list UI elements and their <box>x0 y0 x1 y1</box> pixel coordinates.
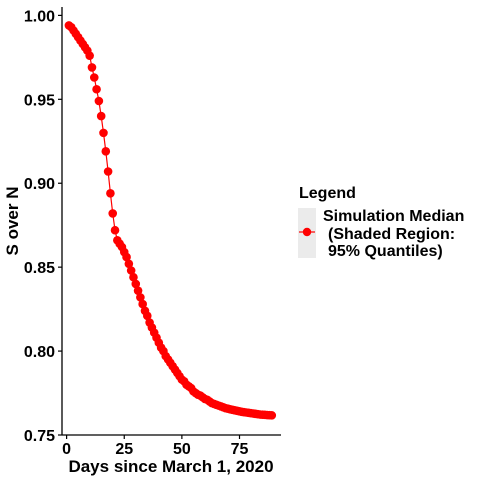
x-axis-title: Days since March 1, 2020 <box>68 457 273 476</box>
data-point <box>94 96 104 106</box>
data-point <box>110 225 120 235</box>
data-point <box>106 189 115 198</box>
y-axis-title: S over N <box>3 187 22 256</box>
x-tick-label: 50 <box>173 441 191 458</box>
y-ticks: 0.75 0.80 0.85 0.90 0.95 1.00 <box>24 8 62 445</box>
legend-entry-label-line1: Simulation Median <box>323 208 464 225</box>
data-point <box>129 272 138 282</box>
data-point <box>122 252 131 262</box>
data-point <box>124 259 134 269</box>
x-tick-label: 25 <box>115 441 133 458</box>
data-point <box>267 411 277 420</box>
data-point <box>126 266 136 275</box>
legend-entry-label-line3: 95% Quantiles) <box>328 243 443 260</box>
data-point <box>131 279 141 289</box>
y-tick-label: 0.95 <box>24 92 55 109</box>
y-tick-label: 1.00 <box>24 8 55 25</box>
data-point <box>136 293 145 302</box>
data-point <box>87 63 97 72</box>
x-tick-label: 75 <box>231 441 249 458</box>
data-point <box>85 51 94 60</box>
y-tick-label: 0.90 <box>24 176 55 193</box>
data-point <box>99 128 108 138</box>
legend-entry-label-line2: (Shaded Region: <box>328 226 455 243</box>
plot-marks <box>64 21 277 420</box>
data-point <box>108 209 118 218</box>
legend-title: Legend <box>299 185 356 202</box>
data-point <box>142 311 152 321</box>
legend-key-marker <box>302 227 312 237</box>
x-tick-label: 0 <box>62 441 71 458</box>
y-tick-label: 0.80 <box>24 344 55 361</box>
data-point <box>92 84 101 94</box>
data-point <box>101 147 111 156</box>
data-point <box>89 73 99 82</box>
data-point <box>103 167 113 176</box>
data-point <box>133 286 143 295</box>
x-ticks: 0 25 50 75 <box>62 435 249 458</box>
data-point <box>96 111 106 121</box>
y-tick-label: 0.75 <box>24 428 55 445</box>
y-tick-label: 0.85 <box>24 260 55 277</box>
legend: Legend Simulation Median (Shaded Region:… <box>298 185 464 260</box>
data-point <box>138 299 147 309</box>
